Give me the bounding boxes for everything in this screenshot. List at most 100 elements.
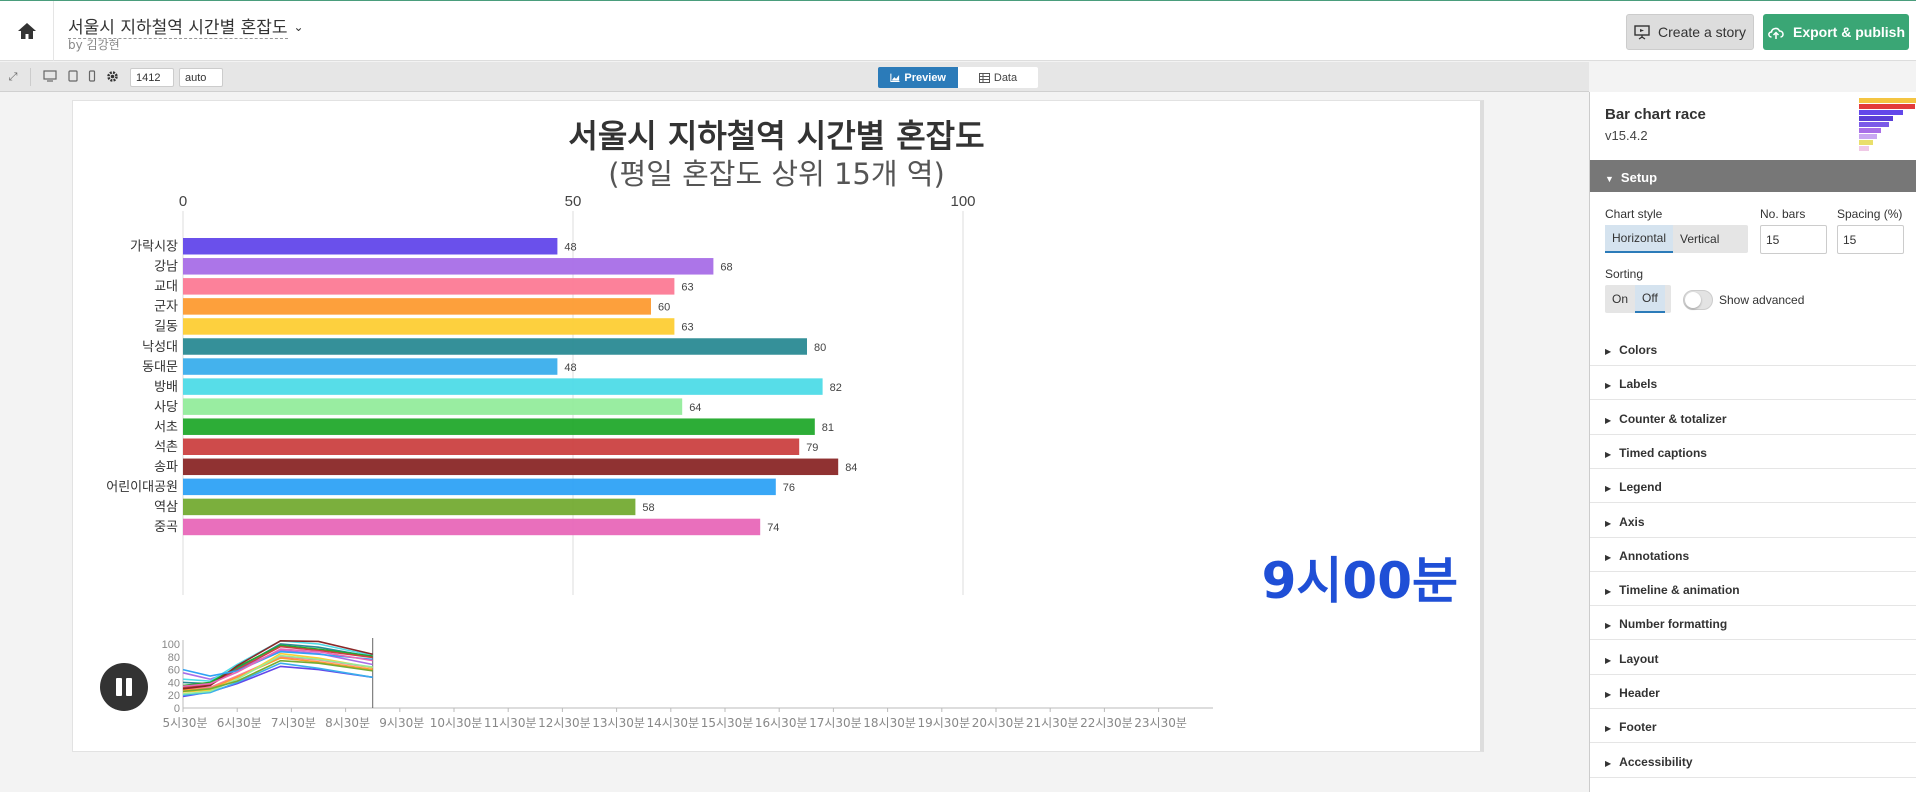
sorting-label: Sorting bbox=[1605, 267, 1644, 281]
timeline-tick-label: 11시30분 bbox=[484, 716, 537, 730]
create-story-button[interactable]: Create a story bbox=[1626, 14, 1754, 50]
home-button[interactable] bbox=[0, 1, 54, 61]
bar-value-label: 80 bbox=[814, 342, 826, 354]
timeline-y-tick: 80 bbox=[168, 652, 180, 664]
top-header: 서울시 지하철역 시간별 혼잡도 ⌄ by 김강현 Create a story … bbox=[0, 0, 1916, 61]
section-3[interactable]: ▶ Timed captions bbox=[1590, 435, 1916, 469]
section-label: Layout bbox=[1619, 651, 1659, 666]
timeline-tick-label: 5시30분 bbox=[163, 716, 208, 730]
horizontal-option[interactable]: Horizontal bbox=[1605, 225, 1674, 253]
section-2[interactable]: ▶ Counter & totalizer bbox=[1590, 401, 1916, 435]
triangle-right-icon: ▶ bbox=[1605, 449, 1612, 459]
width-input[interactable] bbox=[130, 68, 174, 87]
timeline-tick-label: 17시30분 bbox=[809, 716, 862, 730]
document-title-text[interactable]: 서울시 지하철역 시간별 혼잡도 bbox=[68, 18, 288, 39]
triangle-right-icon: ▶ bbox=[1605, 690, 1612, 699]
export-publish-button[interactable]: Export & publish bbox=[1763, 14, 1909, 50]
section-11[interactable]: ▶ Footer bbox=[1590, 709, 1916, 744]
timeline-y-tick: 0 bbox=[174, 703, 180, 715]
spacing-label: Spacing (%) bbox=[1837, 207, 1903, 221]
show-advanced-toggle[interactable] bbox=[1683, 290, 1713, 310]
chart-preview: 서울시 지하철역 시간별 혼잡도 (평일 혼잡도 상위 15개 역) 0 50 10… bbox=[72, 100, 1484, 752]
section-0[interactable]: ▶ Colors bbox=[1590, 332, 1916, 366]
bar-category-label: 교대 bbox=[154, 280, 178, 295]
presentation-icon bbox=[1634, 24, 1650, 40]
bar-value-label: 60 bbox=[658, 302, 670, 314]
bar-value-label: 84 bbox=[845, 462, 857, 474]
toolbar-divider bbox=[30, 68, 31, 86]
document-author: by 김강현 bbox=[68, 38, 120, 52]
bar-value-label: 63 bbox=[681, 282, 693, 294]
bar-value-label: 63 bbox=[681, 322, 693, 334]
pause-button[interactable] bbox=[100, 663, 148, 711]
vertical-option[interactable]: Vertical bbox=[1680, 232, 1720, 246]
gear-icon[interactable] bbox=[105, 70, 119, 84]
bar bbox=[183, 238, 558, 255]
height-input[interactable] bbox=[179, 68, 223, 87]
bar-value-label: 48 bbox=[564, 362, 576, 374]
bar-category-label: 사당 bbox=[154, 400, 178, 415]
timeline-tick-label: 18시30분 bbox=[863, 716, 916, 730]
desktop-icon[interactable] bbox=[43, 70, 57, 84]
sort-off-option[interactable]: Off bbox=[1635, 285, 1665, 313]
bar-value-label: 82 bbox=[830, 382, 842, 394]
bar bbox=[183, 298, 651, 315]
section-1[interactable]: ▶ Labels bbox=[1590, 366, 1916, 401]
triangle-right-icon: ▶ bbox=[1605, 655, 1612, 665]
bar-category-label: 군자 bbox=[154, 300, 178, 315]
sort-on-option[interactable]: On bbox=[1612, 292, 1629, 306]
section-label: Counter & totalizer bbox=[1619, 411, 1727, 426]
bar-value-label: 81 bbox=[822, 422, 834, 434]
view-toggle: Preview Data bbox=[878, 67, 1038, 88]
bar-category-label: 중곡 bbox=[154, 520, 178, 535]
section-10[interactable]: ▶ Header bbox=[1590, 675, 1916, 709]
setup-label: Setup bbox=[1620, 170, 1658, 185]
section-7[interactable]: ▶ Timeline & animation bbox=[1590, 572, 1916, 607]
bar bbox=[183, 458, 839, 476]
setup-section-header[interactable]: ▼ Setup bbox=[1590, 160, 1916, 192]
preview-label: Preview bbox=[904, 71, 946, 84]
bar bbox=[183, 498, 636, 516]
bar-value-label: 79 bbox=[806, 442, 818, 454]
show-advanced-label: Show advanced bbox=[1719, 293, 1805, 307]
triangle-right-icon: ▶ bbox=[1605, 587, 1612, 597]
timeline-tick-label: 8시30분 bbox=[325, 716, 370, 730]
section-6[interactable]: ▶ Annotations bbox=[1590, 538, 1916, 572]
document-title[interactable]: 서울시 지하철역 시간별 혼잡도 ⌄ bbox=[68, 13, 304, 39]
timeline-series-line bbox=[182, 644, 373, 687]
section-8[interactable]: ▶ Number formatting bbox=[1590, 606, 1916, 641]
template-header: Bar chart race v15.4.2 bbox=[1590, 92, 1916, 160]
mobile-icon[interactable] bbox=[85, 70, 99, 84]
section-label: Footer bbox=[1619, 720, 1657, 735]
triangle-right-icon: ▶ bbox=[1605, 758, 1612, 768]
nobars-input[interactable]: 15 bbox=[1760, 225, 1827, 254]
timeline-series-line bbox=[182, 648, 373, 688]
expand-icon[interactable]: ⤢ bbox=[8, 71, 18, 83]
section-9[interactable]: ▶ Layout bbox=[1590, 641, 1916, 675]
timeline-series-line bbox=[182, 659, 373, 693]
chart-subtitle: (평일 혼잡도 상위 15개 역) bbox=[608, 157, 945, 191]
bar bbox=[183, 378, 823, 395]
bar-category-label: 낙성대 bbox=[142, 340, 178, 355]
spacing-input[interactable]: 15 bbox=[1837, 225, 1904, 254]
timeline-series-line bbox=[182, 662, 373, 696]
section-12[interactable]: ▶ Accessibility bbox=[1590, 744, 1916, 778]
bar bbox=[183, 338, 807, 355]
bar bbox=[183, 398, 683, 415]
chevron-down-icon[interactable]: ⌄ bbox=[293, 20, 304, 34]
time-counter: 9시00분 bbox=[1261, 552, 1458, 610]
data-label: Data bbox=[993, 71, 1018, 84]
preview-tab[interactable]: Preview bbox=[878, 67, 958, 88]
bar-value-label: 76 bbox=[783, 482, 795, 494]
bar-value-label: 58 bbox=[642, 502, 654, 514]
template-version: v15.4.2 bbox=[1605, 128, 1648, 143]
section-5[interactable]: ▶ Axis bbox=[1590, 504, 1916, 538]
timeline-tick-label: 14시30분 bbox=[646, 716, 699, 730]
tablet-icon[interactable] bbox=[66, 70, 80, 84]
triangle-right-icon: ▶ bbox=[1605, 621, 1612, 631]
section-4[interactable]: ▶ Legend bbox=[1590, 469, 1916, 504]
bar-category-label: 송파 bbox=[154, 460, 178, 475]
bar-category-label: 강남 bbox=[154, 260, 178, 275]
home-icon bbox=[17, 23, 36, 39]
data-tab[interactable]: Data bbox=[958, 67, 1038, 88]
